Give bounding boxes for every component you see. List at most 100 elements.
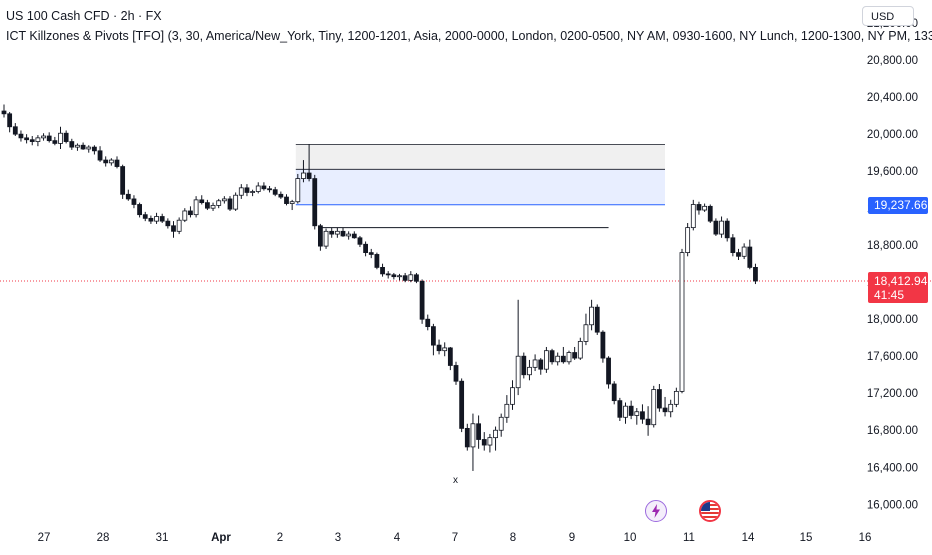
candle[interactable]: [329, 227, 335, 238]
candle[interactable]: [142, 211, 148, 222]
candle[interactable]: [340, 227, 346, 237]
candle[interactable]: [397, 273, 402, 281]
candle[interactable]: [385, 271, 391, 279]
candle[interactable]: [137, 202, 143, 218]
candle[interactable]: [210, 202, 216, 211]
candle[interactable]: [312, 174, 318, 230]
candle[interactable]: [606, 356, 611, 389]
lightning-icon[interactable]: [645, 500, 667, 522]
candle[interactable]: [255, 182, 261, 194]
candle[interactable]: [453, 361, 459, 385]
candle[interactable]: [346, 231, 352, 240]
candle[interactable]: [380, 263, 385, 277]
candle[interactable]: [736, 248, 741, 260]
candle[interactable]: [645, 406, 651, 436]
candle[interactable]: [589, 299, 594, 331]
candle[interactable]: [611, 381, 617, 405]
candle[interactable]: [131, 195, 137, 209]
candle[interactable]: [741, 243, 747, 260]
candle[interactable]: [317, 223, 323, 251]
candle[interactable]: [600, 330, 606, 363]
candle[interactable]: [69, 138, 75, 150]
candle[interactable]: [1, 104, 7, 118]
candle[interactable]: [707, 204, 713, 223]
candle[interactable]: [640, 404, 645, 424]
zone-0[interactable]: [295, 144, 665, 170]
candle[interactable]: [193, 196, 199, 218]
candle[interactable]: [724, 218, 730, 242]
candle[interactable]: [63, 130, 69, 144]
currency-button[interactable]: USD: [862, 6, 914, 26]
candle[interactable]: [730, 234, 736, 257]
candle[interactable]: [323, 228, 329, 249]
candle[interactable]: [103, 156, 109, 167]
symbol-title[interactable]: US 100 Cash CFD · 2h · FX: [6, 9, 162, 23]
candle[interactable]: [481, 432, 487, 451]
candle[interactable]: [560, 346, 566, 364]
candle[interactable]: [125, 189, 131, 201]
candle[interactable]: [199, 195, 205, 205]
candle[interactable]: [52, 136, 58, 146]
candle[interactable]: [549, 348, 555, 365]
candle[interactable]: [515, 299, 521, 396]
candle[interactable]: [204, 199, 210, 211]
candle[interactable]: [334, 227, 340, 238]
candle[interactable]: [114, 156, 120, 169]
candle[interactable]: [470, 413, 476, 471]
candle[interactable]: [634, 408, 640, 425]
candle[interactable]: [617, 397, 623, 421]
candle[interactable]: [148, 215, 154, 224]
candle[interactable]: [662, 396, 668, 417]
candle[interactable]: [510, 380, 515, 410]
candle[interactable]: [120, 164, 126, 199]
candle[interactable]: [165, 218, 171, 229]
candle[interactable]: [532, 354, 538, 372]
candle[interactable]: [628, 400, 634, 420]
candle[interactable]: [696, 201, 702, 215]
candle[interactable]: [498, 413, 504, 437]
candle[interactable]: [527, 359, 532, 381]
candle[interactable]: [673, 387, 679, 408]
candle[interactable]: [357, 235, 363, 248]
candle[interactable]: [419, 279, 425, 324]
candle[interactable]: [719, 216, 724, 238]
candle[interactable]: [657, 383, 662, 412]
candle[interactable]: [250, 189, 256, 197]
candle[interactable]: [171, 221, 176, 238]
candle[interactable]: [374, 252, 380, 270]
candle[interactable]: [176, 217, 182, 235]
candle[interactable]: [272, 186, 278, 197]
candle[interactable]: [493, 426, 498, 451]
candle[interactable]: [368, 248, 374, 259]
candle[interactable]: [702, 203, 707, 212]
candle[interactable]: [284, 194, 289, 206]
candle[interactable]: [58, 126, 63, 149]
candle[interactable]: [459, 378, 465, 433]
zone-1[interactable]: [295, 169, 665, 205]
candle[interactable]: [430, 323, 436, 356]
candle[interactable]: [12, 123, 18, 137]
candle[interactable]: [747, 239, 753, 270]
candle[interactable]: [668, 399, 674, 418]
candle[interactable]: [301, 160, 306, 183]
candle[interactable]: [402, 272, 408, 283]
candle[interactable]: [623, 402, 628, 424]
candle[interactable]: [504, 395, 510, 423]
candle[interactable]: [238, 184, 244, 199]
candle[interactable]: [75, 143, 80, 151]
candle[interactable]: [391, 272, 397, 280]
candle[interactable]: [544, 346, 549, 373]
candle[interactable]: [555, 352, 561, 366]
candle[interactable]: [583, 313, 589, 346]
candle[interactable]: [442, 342, 448, 357]
candle[interactable]: [29, 136, 35, 146]
candle[interactable]: [447, 346, 453, 371]
candle[interactable]: [713, 218, 719, 236]
candle[interactable]: [267, 185, 272, 193]
candle[interactable]: [690, 199, 696, 231]
candle[interactable]: [436, 339, 442, 355]
candle[interactable]: [464, 423, 470, 451]
candle[interactable]: [92, 145, 97, 155]
candle[interactable]: [233, 192, 239, 211]
